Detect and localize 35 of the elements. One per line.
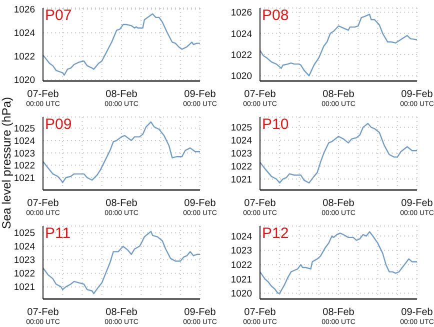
chart-title: P12 (262, 225, 289, 242)
y-tick-label: 1022 (230, 260, 252, 272)
y-tick-label: 1022 (230, 161, 252, 172)
y-tick-label: 1026 (14, 4, 35, 16)
y-tick-label: 1020 (230, 288, 252, 300)
y-tick-label: 1025 (230, 122, 252, 134)
y-tick-label: 1021 (14, 282, 35, 294)
y-tick-label: 1021 (230, 274, 252, 286)
chart-title: P08 (262, 7, 289, 24)
y-tick-label: 1024 (230, 136, 252, 147)
y-tick-label: 1021 (14, 173, 35, 184)
y-tick-label: 1024 (14, 28, 35, 40)
chart-title: P07 (45, 7, 72, 24)
y-tick-label: 1022 (14, 160, 35, 172)
y-tick-label: 1020 (14, 75, 35, 86)
y-tick-label: 1025 (14, 124, 35, 135)
chart-title: P09 (45, 116, 72, 133)
y-tick-label: 1025 (14, 228, 35, 240)
y-tick-label: 1023 (230, 148, 252, 160)
y-tick-label: 1022 (14, 52, 35, 63)
y-tick-label: 1024 (14, 136, 35, 147)
chart-title: P10 (262, 116, 289, 133)
y-tick-label: 1023 (230, 246, 252, 257)
y-tick-label: 1020 (230, 71, 252, 82)
y-tick-label: 1024 (230, 28, 252, 40)
y-axis-title: Sea level pressure (hPa) (0, 96, 14, 230)
y-tick-label: 1023 (14, 255, 35, 266)
y-tick-label: 1022 (14, 268, 35, 280)
y-tick-label: 1023 (14, 148, 35, 160)
y-tick-label: 1021 (230, 174, 252, 186)
chart-title: P11 (45, 225, 71, 242)
y-tick-label: 1024 (14, 242, 35, 253)
y-tick-label: 1024 (230, 231, 252, 242)
y-tick-label: 1026 (230, 8, 252, 19)
y-tick-label: 1022 (230, 50, 252, 61)
